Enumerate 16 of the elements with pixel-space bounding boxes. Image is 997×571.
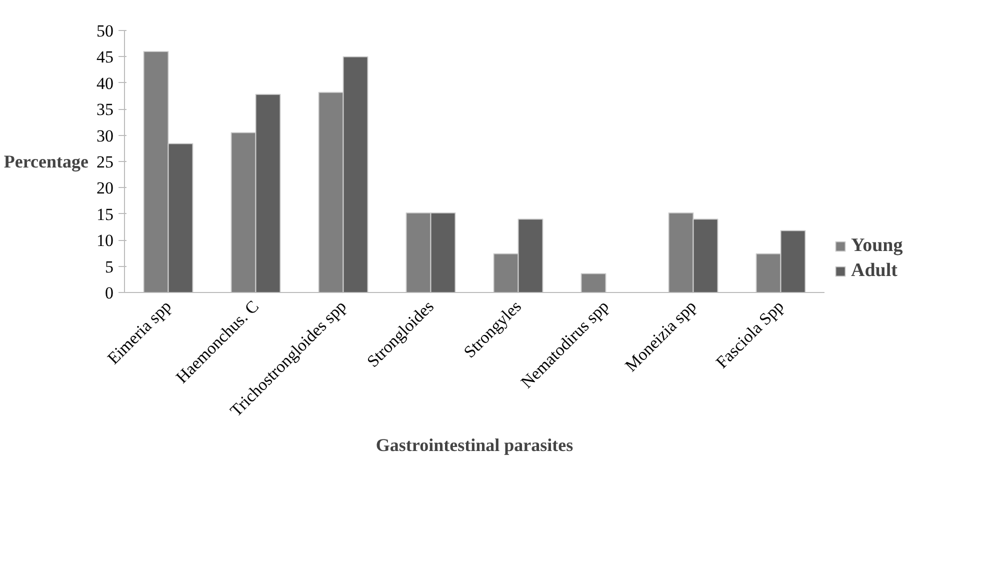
y-tick-label: 15 xyxy=(96,204,114,224)
y-tick-label: 35 xyxy=(96,100,114,120)
y-tick-label: 40 xyxy=(96,74,114,93)
legend-label: Adult xyxy=(851,260,898,282)
y-tick-label: 0 xyxy=(105,284,114,302)
y-tick-label: 25 xyxy=(96,152,114,172)
legend-label: Young xyxy=(851,235,903,257)
y-tick-label: 50 xyxy=(96,22,114,40)
y-tick-label: 10 xyxy=(96,231,114,250)
y-tick-label: 5 xyxy=(105,257,114,276)
y-axis-title: Percentage xyxy=(4,152,89,172)
y-tick-label: 45 xyxy=(96,48,114,67)
y-tick-label: 30 xyxy=(96,126,114,146)
bar xyxy=(580,273,606,292)
x-axis-title: Gastrointestinal parasites xyxy=(376,434,574,455)
y-tick-label: 20 xyxy=(96,178,114,198)
